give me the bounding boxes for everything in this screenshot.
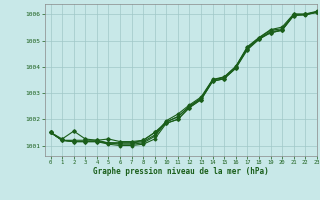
X-axis label: Graphe pression niveau de la mer (hPa): Graphe pression niveau de la mer (hPa): [93, 167, 269, 176]
